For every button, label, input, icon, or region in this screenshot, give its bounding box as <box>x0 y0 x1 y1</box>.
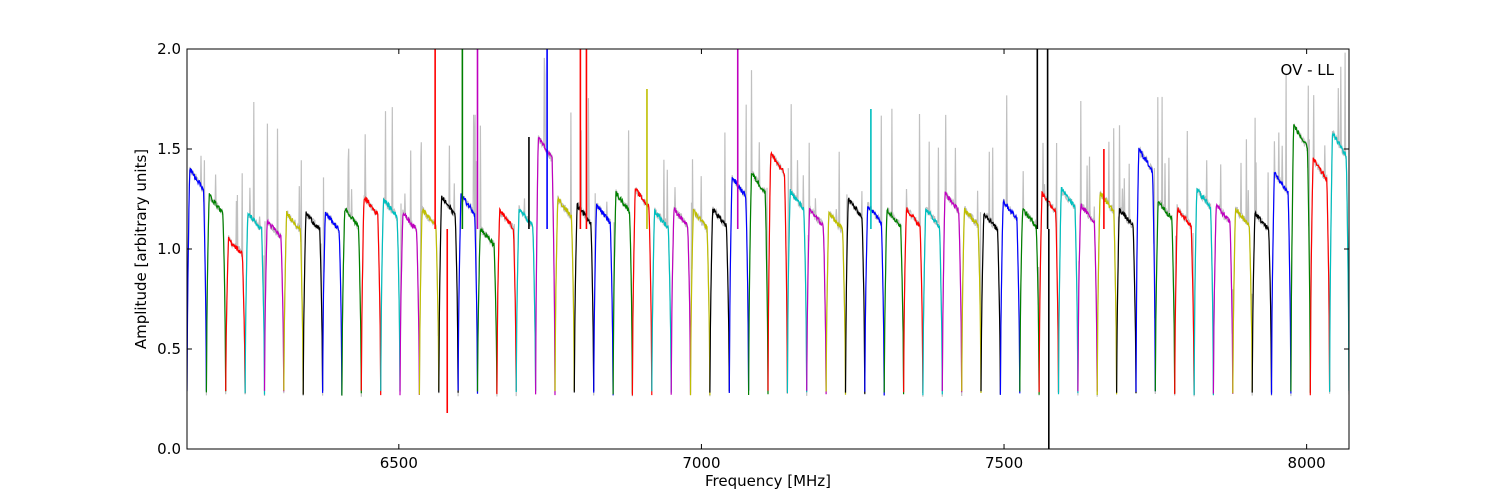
series-channel-43 <box>999 198 1021 395</box>
series-channel-15 <box>457 193 479 394</box>
series-channel-32 <box>786 189 808 394</box>
panel-annotation: OV - LL <box>1281 61 1335 79</box>
series-channel-44 <box>1019 208 1040 395</box>
series-channel-37 <box>883 207 905 395</box>
y-tick-label: 0.5 <box>157 340 181 358</box>
series-channel-13 <box>418 208 440 395</box>
y-tick-label: 2.0 <box>157 40 181 58</box>
series-channel-42 <box>980 212 1002 395</box>
series-channel-33 <box>806 207 827 395</box>
series-channel-10 <box>360 195 382 396</box>
series-channel-4 <box>244 211 266 395</box>
series-channel-52 <box>1174 207 1195 395</box>
series-channel-45 <box>1038 190 1060 393</box>
series-channel-28 <box>709 208 730 393</box>
series-channel-24 <box>631 188 653 396</box>
series-channel-36 <box>864 205 885 396</box>
series-channel-55 <box>1232 208 1253 394</box>
series-channel-16 <box>476 227 498 394</box>
x-tick-label: 6500 <box>380 454 418 472</box>
series-channel-50 <box>1135 147 1156 392</box>
x-axis-label: Frequency [MHz] <box>705 472 831 490</box>
series-channel-51 <box>1154 201 1176 394</box>
y-axis: 0.0 0.5 1.0 1.5 2.0 <box>157 40 1349 458</box>
series-channel-2 <box>205 193 227 393</box>
series-channel-23 <box>612 190 634 395</box>
series-channel-38 <box>902 207 924 394</box>
series-channel-59 <box>1309 157 1331 396</box>
series-channel-3 <box>225 236 246 394</box>
x-axis: 6500 7000 7500 8000 <box>380 49 1326 472</box>
y-tick-label: 1.5 <box>157 140 181 158</box>
series-channel-5 <box>263 218 285 392</box>
series-channel-19 <box>534 136 556 396</box>
series-channel-54 <box>1212 202 1234 394</box>
series-channel-35 <box>844 197 866 394</box>
plot-area <box>187 49 1349 449</box>
x-tick-label: 7000 <box>682 454 720 472</box>
series-channel-26 <box>670 207 692 395</box>
series-channel-6 <box>283 210 304 395</box>
series-channel-29 <box>728 177 750 394</box>
series-channel-30 <box>747 172 769 396</box>
y-axis-label: Amplitude [arbitrary units] <box>132 149 150 349</box>
x-tick-label: 8000 <box>1288 454 1326 472</box>
series-channel-56 <box>1251 210 1273 393</box>
y-tick-label: 1.0 <box>157 240 181 258</box>
series-channel-48 <box>1096 192 1118 396</box>
series-channel-11 <box>380 197 401 392</box>
series-channel-14 <box>438 195 459 393</box>
series-channel-47 <box>1077 203 1098 392</box>
series-channel-7 <box>302 211 324 395</box>
series-channel-9 <box>341 207 362 396</box>
series-channel-20 <box>554 196 575 392</box>
series-channel-41 <box>961 207 982 394</box>
series-channel-8 <box>322 211 343 396</box>
series-channel-22 <box>593 203 614 396</box>
series-channel-17 <box>496 206 517 395</box>
series-channel-18 <box>515 208 537 393</box>
series-channel-60 <box>1328 131 1349 392</box>
series-channel-12 <box>399 212 420 396</box>
series-channel-58 <box>1290 124 1311 393</box>
series-channel-34 <box>825 210 847 395</box>
series-channel-49 <box>1115 208 1137 394</box>
series-channel-27 <box>689 208 711 396</box>
series-channel-25 <box>651 208 672 393</box>
x-tick-label: 7500 <box>985 454 1023 472</box>
series-channel-1 <box>187 168 207 392</box>
y-tick-label: 0.0 <box>157 440 181 458</box>
series-channel-46 <box>1057 187 1079 395</box>
series-channel-53 <box>1193 187 1215 396</box>
series-channel-39 <box>922 208 943 396</box>
series-channel-40 <box>941 191 963 393</box>
series-channel-57 <box>1270 171 1292 395</box>
series-channel-31 <box>767 150 789 394</box>
series-channel-21 <box>573 202 595 393</box>
